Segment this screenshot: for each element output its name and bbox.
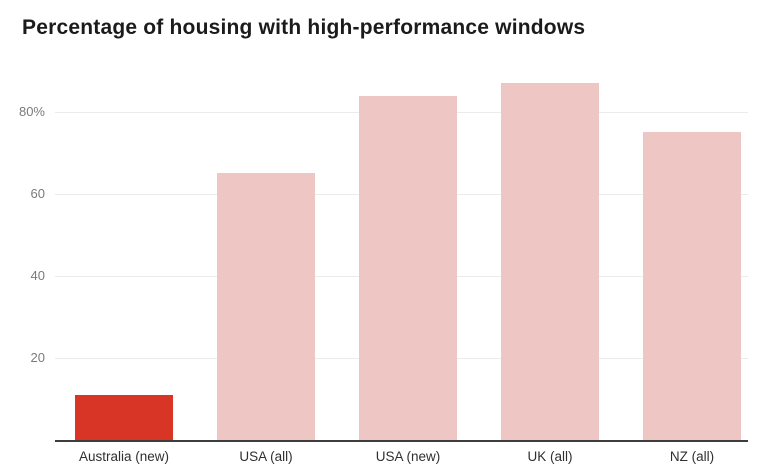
xtick-label-usa-all: USA (all)	[239, 449, 293, 464]
xtick-label-usa-new: USA (new)	[375, 449, 441, 464]
xtick-label-uk-all: UK (all)	[527, 449, 573, 464]
bar-nz-all	[643, 132, 741, 440]
xtick-label-australia-new: Australia (new)	[78, 449, 170, 464]
bars-group	[55, 71, 748, 440]
bar-uk-all	[501, 83, 599, 440]
ytick-label-60: 60	[30, 186, 45, 201]
ytick-label-80: 80%	[18, 104, 45, 119]
plot-area	[55, 71, 748, 442]
bar-australia-new	[75, 395, 173, 440]
chart-title: Percentage of housing with high-performa…	[22, 16, 586, 39]
xtick-label-nz-all: NZ (all)	[669, 449, 715, 464]
bar-usa-all	[217, 173, 315, 440]
bar-usa-new	[359, 96, 457, 440]
ytick-label-40: 40	[30, 268, 45, 283]
ytick-label-20: 20	[30, 350, 45, 365]
